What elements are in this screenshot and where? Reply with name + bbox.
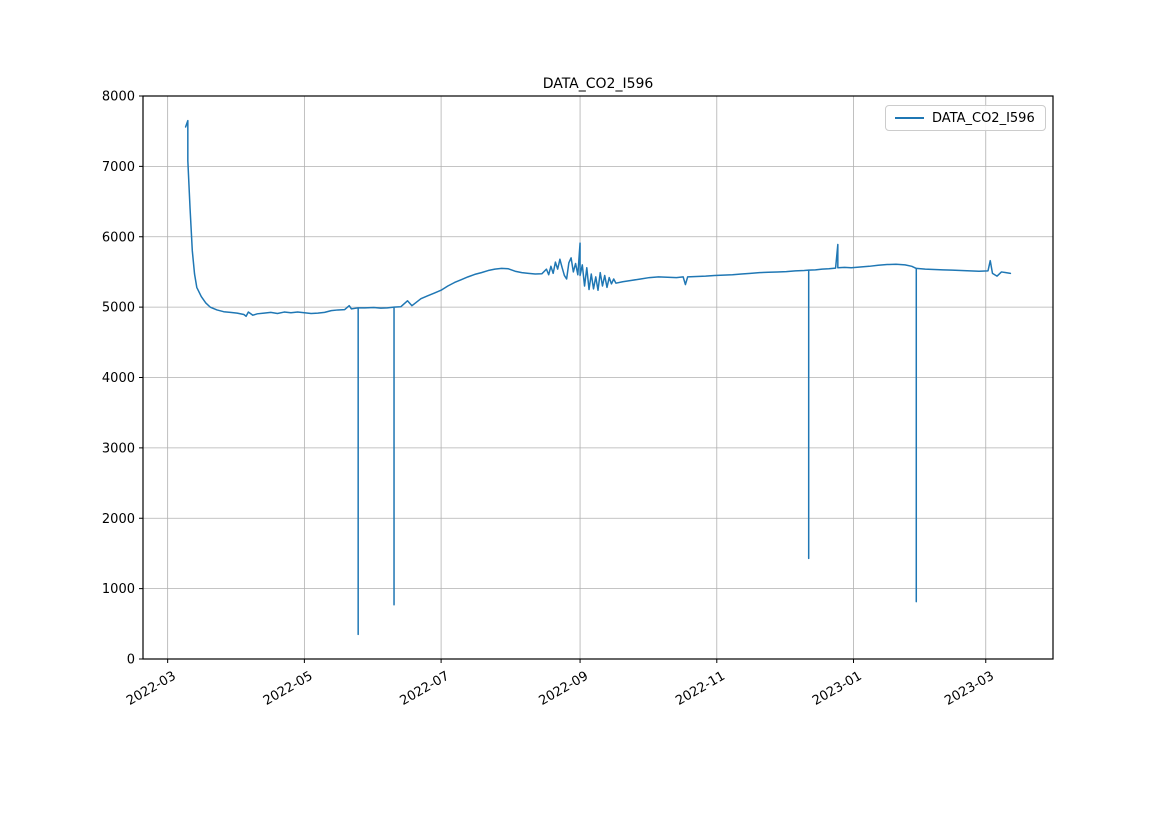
- y-tick-label: 1000: [102, 582, 135, 597]
- x-tick-label: 2023-03: [942, 669, 997, 709]
- x-tick-label: 2022-09: [537, 669, 592, 709]
- y-tick-label: 7000: [102, 160, 135, 175]
- y-tick-label: 0: [127, 653, 135, 668]
- x-tick-label: 2022-07: [398, 669, 453, 709]
- x-tick-label: 2022-11: [673, 669, 728, 709]
- y-tick-label: 4000: [102, 371, 135, 386]
- x-tick-label: 2022-05: [261, 669, 316, 709]
- y-tick-label: 2000: [102, 512, 135, 527]
- y-tick-label: 6000: [102, 230, 135, 245]
- y-tick-label: 5000: [102, 301, 135, 316]
- y-tick-label: 3000: [102, 441, 135, 456]
- legend-line-sample-icon: [895, 117, 924, 119]
- x-tick-label: 2022-03: [124, 669, 179, 709]
- legend: DATA_CO2_I596: [885, 105, 1046, 131]
- legend-label: DATA_CO2_I596: [932, 110, 1035, 126]
- chart-title: DATA_CO2_I596: [542, 76, 654, 92]
- data-series-line: [184, 119, 1012, 636]
- y-tick-label: 8000: [102, 90, 135, 105]
- x-tick-label: 2023-01: [810, 669, 865, 709]
